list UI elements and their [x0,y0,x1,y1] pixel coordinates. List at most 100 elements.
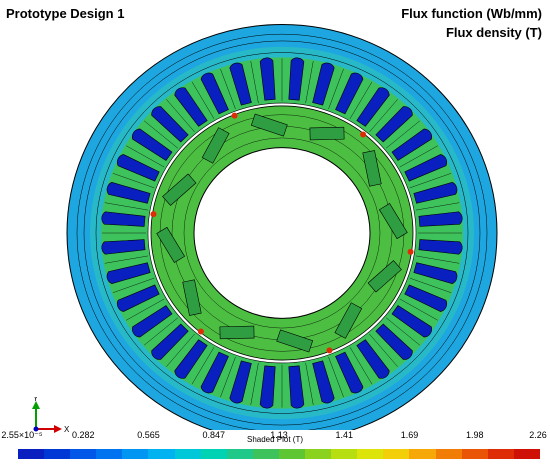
flux-line [250,61,259,104]
rotor-magnet [162,173,197,206]
stator-slot [259,57,276,101]
stator-slot [106,262,151,284]
colorbar-swatch [331,449,358,459]
stator-slot [200,72,229,115]
rotor-magnet [250,113,288,137]
flux-line [369,333,398,367]
flux-line [250,362,259,405]
stator-slot [418,211,463,227]
stator-slot [312,360,335,404]
flux-line [104,255,149,264]
stator-slot [101,211,146,227]
flux-line [143,317,178,346]
colorbar-swatch [487,449,514,459]
stator-slot [106,182,151,204]
flux-line [143,120,178,149]
flux-line [399,145,438,168]
flux-line [409,277,452,293]
flux-line [112,277,155,293]
stator-slot [413,182,458,204]
saturation-hotspot [197,328,204,335]
colorbar-swatch [461,449,488,459]
stator-slot [288,365,305,409]
stator-slot [259,365,276,409]
colorbar-swatch [200,449,227,459]
colorbar-swatch [122,449,149,459]
flux-line [220,356,236,398]
quantity-label-flux-function: Flux function (Wb/mm) [401,6,542,21]
stator-slot [200,351,229,394]
y-axis-arrowhead [32,401,40,409]
flux-line [191,81,215,119]
colorbar-tick-label: 0.565 [137,430,160,440]
stator-slot [116,154,160,182]
stator-slot [335,351,364,394]
colorbar-swatch [409,449,436,459]
rotor-magnet [362,150,382,187]
flux-line [369,99,398,133]
stator-slot [131,128,173,161]
flux-line [409,173,452,189]
colorbar-tick-label: 2.55×10⁻⁵ [1,430,43,440]
rotor-magnet [309,126,345,141]
flux-line [83,40,481,426]
flux-line [386,317,421,346]
flux-line [126,298,165,321]
stator-slot [174,87,208,127]
flux-line [305,61,314,104]
stator-slot [356,339,390,379]
saturation-hotspot [407,248,414,255]
flux-line [349,347,373,385]
rotor-magnet [219,325,255,340]
stator-slot [335,72,364,115]
stator-slot [229,62,252,106]
flux-line [104,202,149,211]
flux-line [328,68,344,110]
colorbar-caption: Shaded Plot (T) [246,435,304,444]
axis-triad-icon: Y X [32,397,70,434]
flux-line [415,202,460,211]
saturation-hotspot [231,112,238,119]
flux-line [305,362,314,405]
colorbar-swatch [252,449,279,459]
stator-slot [131,305,173,338]
flux-line [126,145,165,168]
colorbar-swatch [513,449,540,459]
colorbar-swatch [96,449,123,459]
colorbar-swatch [226,449,253,459]
shaft-bore [193,147,371,319]
flux-line [166,333,195,367]
stator-slot [404,284,448,312]
rotor-magnet [201,127,230,164]
colorbar-swatch [383,449,410,459]
colorbar-swatch [174,449,201,459]
colorbar-swatch [70,449,97,459]
flux-line [328,356,344,398]
colorbar-tick-label: 1.69 [400,430,419,440]
colorbar-swatch [305,449,332,459]
x-axis-arrowhead [54,425,62,433]
stator-slot [312,62,335,106]
flux-line [191,347,215,385]
colorbar-labels: 2.55×10⁻⁵ 0.282 0.565 0.847 1.13 1.41 1.69 1.98… [0,430,550,444]
stator-slot [101,239,146,255]
rotor-magnet [276,329,314,353]
stator-slot [288,57,305,101]
field-plot[interactable] [0,0,550,430]
stator-slot [356,87,390,127]
colorbar-tick-label: 0.282 [71,430,95,440]
colorbar-tick-label: 0.847 [202,430,226,440]
saturation-hotspot [360,131,367,138]
stator-slot [375,106,413,143]
colorbar-tick-label: 1.13 [270,430,288,440]
colorbar-swatch [148,449,175,459]
flux-line [76,33,488,430]
flux-line [95,52,469,414]
stator-slot [151,106,189,143]
stator-slot [116,284,160,312]
flux-line [386,120,421,149]
stator-slot [418,239,463,255]
colorbar-swatch [357,449,384,459]
colorbar-swatch [435,449,462,459]
plot-title: Prototype Design 1 [6,6,125,21]
